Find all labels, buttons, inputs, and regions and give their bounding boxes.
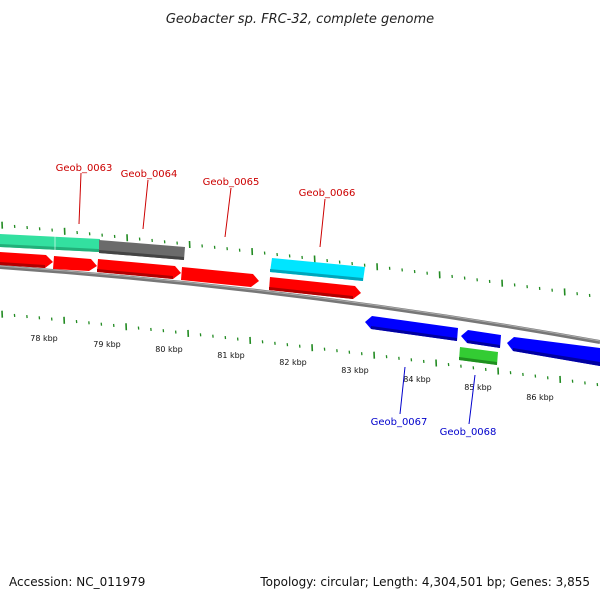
forward-strand-row-2 <box>0 252 361 299</box>
kbp-label: 86 kbp <box>526 393 554 402</box>
genome-backbone-highlight <box>0 265 600 342</box>
leader-line <box>399 366 406 415</box>
gene-label-geob-0065[interactable]: Geob_0065 <box>203 177 260 188</box>
leader-line <box>468 374 476 425</box>
reverse-strand-row-2 <box>459 347 498 365</box>
gene-label-geob-0066[interactable]: Geob_0066 <box>299 188 356 199</box>
gene-teal-shade <box>0 244 99 252</box>
gene-red-4[interactable] <box>181 267 259 287</box>
forward-strand-row-1 <box>0 234 365 281</box>
leader-line <box>142 179 149 230</box>
gene-blue-2-shade <box>467 340 500 348</box>
kbp-label: 83 kbp <box>341 366 369 375</box>
kbp-label: 82 kbp <box>279 358 307 367</box>
leader-line <box>319 198 326 248</box>
genome-title: Geobacter sp. FRC-32, complete genome <box>166 12 434 27</box>
gene-gray-shade <box>99 250 184 260</box>
kbp-label: 81 kbp <box>217 351 245 360</box>
gene-cyan-shade <box>270 269 363 281</box>
outer-tick-track <box>1 221 591 298</box>
accession-text: Accession: NC_011979 <box>9 575 145 589</box>
gene-label-geob-0067[interactable]: Geob_0067 <box>371 417 428 428</box>
gene-gray[interactable] <box>99 240 185 260</box>
kbp-label: 85 kbp <box>464 383 492 392</box>
genome-backbone <box>0 265 600 344</box>
reverse-strand-row-1 <box>365 316 600 366</box>
kbp-label: 84 kbp <box>403 375 431 384</box>
gene-red-shade-3 <box>269 287 353 299</box>
gene-labels-reverse: Geob_0067 Geob_0068 <box>371 366 497 438</box>
gene-red-shade-2 <box>97 269 173 279</box>
kbp-label: 79 kbp <box>93 340 121 349</box>
gene-green-shade <box>459 357 497 365</box>
leader-line <box>224 187 232 238</box>
gene-red-5[interactable] <box>269 277 361 299</box>
gene-label-geob-0064[interactable]: Geob_0064 <box>121 169 178 180</box>
leader-line <box>78 172 82 225</box>
kbp-label: 78 kbp <box>30 334 58 343</box>
gene-label-geob-0068[interactable]: Geob_0068 <box>440 427 497 438</box>
gene-red-2[interactable] <box>53 256 97 271</box>
gene-labels-forward: Geob_0063 Geob_0064 Geob_0065 Geob_0066 <box>56 163 356 248</box>
genome-summary-text: Topology: circular; Length: 4,304,501 bp… <box>259 575 590 589</box>
gene-blue-1[interactable] <box>365 316 458 341</box>
gene-label-geob-0063[interactable]: Geob_0063 <box>56 163 113 174</box>
gene-blue-3-shade <box>513 348 600 366</box>
kbp-axis: 78 kbp 79 kbp 80 kbp 81 kbp 82 kbp 83 kb… <box>30 334 554 402</box>
gene-blue-1-shade <box>371 326 457 341</box>
gene-red-shade <box>0 262 45 268</box>
gene-cyan[interactable] <box>270 258 365 281</box>
gene-red-3[interactable] <box>97 259 181 279</box>
kbp-label: 80 kbp <box>155 345 183 354</box>
inner-tick-track <box>1 310 599 387</box>
